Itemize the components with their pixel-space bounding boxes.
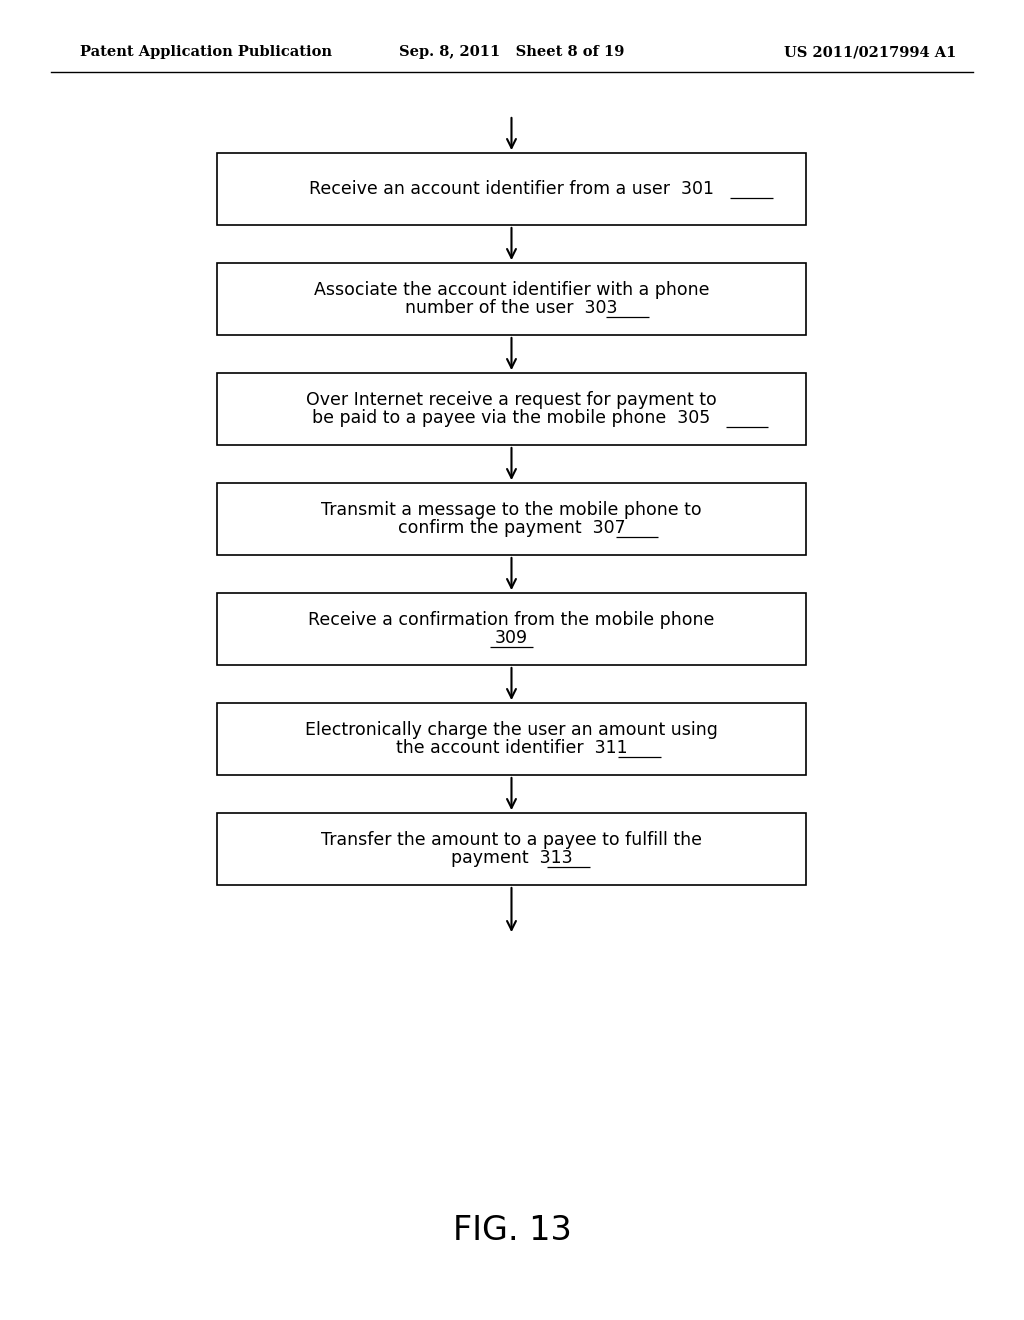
Text: 309: 309 — [495, 630, 528, 647]
Text: Sep. 8, 2011   Sheet 8 of 19: Sep. 8, 2011 Sheet 8 of 19 — [399, 45, 625, 59]
Bar — [217, 263, 806, 335]
Bar — [217, 704, 806, 775]
Bar — [217, 813, 806, 884]
Text: FIG. 13: FIG. 13 — [453, 1213, 571, 1246]
Bar — [217, 483, 806, 554]
Text: confirm the payment  307: confirm the payment 307 — [397, 519, 626, 537]
Bar — [217, 593, 806, 665]
Text: number of the user  303: number of the user 303 — [406, 300, 617, 317]
Text: the account identifier  311: the account identifier 311 — [395, 739, 628, 756]
Text: Receive an account identifier from a user  301: Receive an account identifier from a use… — [309, 180, 714, 198]
Text: Transmit a message to the mobile phone to: Transmit a message to the mobile phone t… — [322, 502, 701, 519]
Bar — [217, 153, 806, 224]
Text: Electronically charge the user an amount using: Electronically charge the user an amount… — [305, 721, 718, 739]
Text: Transfer the amount to a payee to fulfill the: Transfer the amount to a payee to fulfil… — [321, 832, 702, 849]
Text: Patent Application Publication: Patent Application Publication — [80, 45, 332, 59]
Text: Over Internet receive a request for payment to: Over Internet receive a request for paym… — [306, 391, 717, 409]
Text: payment  313: payment 313 — [451, 849, 572, 867]
Text: Receive a confirmation from the mobile phone: Receive a confirmation from the mobile p… — [308, 611, 715, 630]
Bar — [217, 374, 806, 445]
Text: Associate the account identifier with a phone: Associate the account identifier with a … — [313, 281, 710, 300]
Text: US 2011/0217994 A1: US 2011/0217994 A1 — [783, 45, 956, 59]
Text: be paid to a payee via the mobile phone  305: be paid to a payee via the mobile phone … — [312, 409, 711, 426]
